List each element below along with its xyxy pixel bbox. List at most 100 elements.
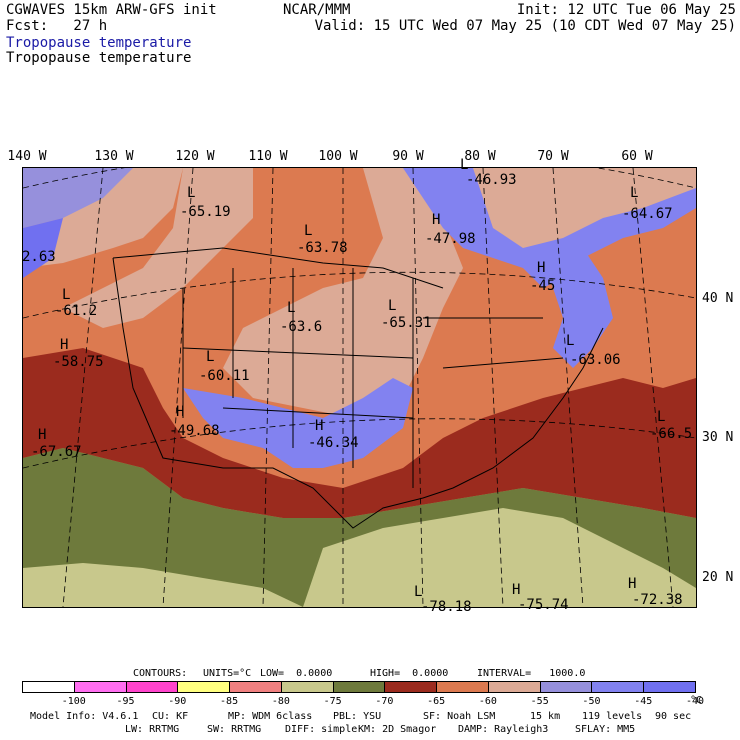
contours-interval: INTERVAL= 1000.0 xyxy=(477,668,586,679)
forecast-hour: Fcst: 27 h xyxy=(6,18,108,34)
legend-swatch xyxy=(229,681,282,693)
contours-low: LOW= 0.0000 xyxy=(260,668,333,679)
graticule-lon-90w xyxy=(412,168,424,607)
legend-tick-label: -50 xyxy=(582,696,601,707)
us-canada-border xyxy=(112,247,444,289)
center-value: -64.67 xyxy=(622,206,673,222)
center-marker: L xyxy=(287,300,296,316)
center-value: -66.5 xyxy=(650,426,693,442)
footer-mp: MP: WDM 6class xyxy=(228,711,313,722)
center-value: -63.6 xyxy=(280,319,323,335)
legend-swatch xyxy=(539,681,593,693)
center-value: -65.31 xyxy=(381,315,432,331)
graticule-lon-60w xyxy=(632,168,674,607)
legend-swatch xyxy=(22,681,75,693)
footer-km: KM: 2D Smagor xyxy=(358,724,437,735)
region-light-band-west xyxy=(63,168,253,328)
legend-tick-label: -60 xyxy=(478,696,497,707)
center-value: -58.75 xyxy=(53,354,104,370)
center-marker: L xyxy=(460,157,469,173)
model-title: CGWAVES 15km ARW-GFS init xyxy=(6,2,217,18)
footer-sf: SF: Noah LSM xyxy=(423,711,496,722)
footer-resolution: 15 km xyxy=(530,711,561,722)
graticule-lon-130w xyxy=(62,168,104,607)
legend-swatch xyxy=(487,681,541,693)
legend-tick-label: -55 xyxy=(530,696,549,707)
legend-swatch xyxy=(125,681,179,693)
center-marker: L xyxy=(388,298,397,314)
legend-tick-label: -90 xyxy=(168,696,187,707)
init-time: Init: 12 UTC Tue 06 May 25 xyxy=(516,2,736,18)
contours-label: CONTOURS: xyxy=(133,668,188,679)
field-name-secondary: Tropopause temperature xyxy=(6,50,192,66)
center-marker: L xyxy=(62,287,71,303)
state-line-9 xyxy=(442,357,564,369)
center-value: -72.38 xyxy=(632,592,683,608)
center-marker: H xyxy=(537,260,546,276)
graticule-lon-110w xyxy=(262,168,274,607)
center-value: 2.63 xyxy=(22,249,56,265)
footer-sw: SW: RRTMG xyxy=(207,724,262,735)
center-name: NCAR/MMM xyxy=(283,2,351,18)
center-value: -47.98 xyxy=(425,231,476,247)
us-outline xyxy=(112,257,604,529)
lat-label-20n: 20 N xyxy=(702,570,734,585)
legend-tick-label: -40 xyxy=(685,696,705,707)
center-value: -67.67 xyxy=(31,444,82,460)
legend-swatch xyxy=(643,681,696,693)
region-tan-gulf xyxy=(303,508,696,607)
graticule-lon-70w xyxy=(552,168,584,607)
legend-swatch xyxy=(591,681,645,693)
center-value: -45 xyxy=(530,278,556,294)
footer-cu: CU: KF xyxy=(152,711,189,722)
legend-swatch xyxy=(332,681,386,693)
legend-swatch xyxy=(73,681,127,693)
lon-label-60w: 60 W xyxy=(621,149,653,164)
graticule-lat-30n xyxy=(23,418,696,469)
legend-swatch xyxy=(436,681,489,693)
region-blue-west xyxy=(23,218,63,278)
graticule-lat-40n xyxy=(23,271,696,319)
center-value: -49.68 xyxy=(169,423,220,439)
footer-sflay: SFLAY: MM5 xyxy=(575,724,636,735)
footer-diff: DIFF: simple xyxy=(285,724,358,735)
region-darkred-band xyxy=(23,348,696,518)
contours-units: UNITS=°C xyxy=(203,668,252,679)
legend-swatch xyxy=(177,681,231,693)
center-marker: H xyxy=(60,337,69,353)
center-value: -63.78 xyxy=(297,240,348,256)
center-value: -65.19 xyxy=(180,204,231,220)
state-line-6 xyxy=(182,347,414,359)
graticule-lon-80w xyxy=(482,168,504,607)
center-marker: H xyxy=(628,576,637,592)
footer-damp: DAMP: Rayleigh3 xyxy=(458,724,549,735)
center-value: -60.11 xyxy=(199,368,250,384)
center-marker: L xyxy=(414,584,423,600)
graticule-lon-120w xyxy=(162,168,194,607)
legend-tick-label: -95 xyxy=(116,696,135,707)
center-marker: L xyxy=(657,409,666,425)
lat-label-30n: 30 N xyxy=(702,430,734,445)
footer-lw: LW: RRTMG xyxy=(125,724,180,735)
footer-timestep: 90 sec xyxy=(655,711,692,722)
graticule xyxy=(23,168,696,607)
center-value: -46.34 xyxy=(308,435,359,451)
lon-label-70w: 70 W xyxy=(537,149,569,164)
legend-swatch xyxy=(384,681,438,693)
graticule-lat-50n xyxy=(23,168,696,189)
footer-model-info: Model Info: V4.6.1 xyxy=(30,711,139,722)
legend-tick-label: -65 xyxy=(427,696,446,707)
lat-label-40n: 40 N xyxy=(702,291,734,306)
center-value: -78.18 xyxy=(421,599,472,615)
legend-tick-label: -85 xyxy=(220,696,239,707)
region-tan-pacific xyxy=(23,563,303,607)
center-marker: L xyxy=(566,333,575,349)
lon-label-140w: 140 W xyxy=(7,149,47,164)
lon-label-80w: 80 W xyxy=(464,149,496,164)
center-value: -46.93 xyxy=(466,172,517,188)
field-name-primary: Tropopause temperature xyxy=(6,35,192,51)
center-marker: L xyxy=(630,185,639,201)
footer-levels: 119 levels xyxy=(582,711,643,722)
legend-tick-label: -70 xyxy=(375,696,394,707)
lon-label-100w: 100 W xyxy=(318,149,358,164)
